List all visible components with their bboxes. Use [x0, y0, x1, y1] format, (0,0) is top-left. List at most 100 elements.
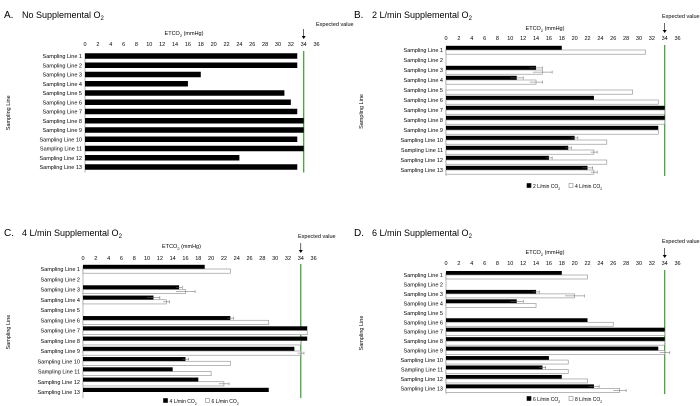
- category-label: Sampling Line 9: [404, 349, 443, 355]
- x-tick-label: 30: [636, 261, 642, 267]
- expected-value-label: Expected value: [662, 14, 700, 20]
- bar: [85, 90, 285, 96]
- bar: [445, 159, 608, 165]
- category-label: Sampling Line 10: [37, 359, 80, 365]
- bar: [446, 105, 665, 110]
- bar: [446, 374, 562, 379]
- bar: [446, 155, 549, 160]
- bar: [83, 285, 180, 290]
- x-tick-label: 12: [157, 256, 163, 262]
- category-label: Sampling Line 11: [38, 370, 80, 376]
- bar: [82, 360, 231, 366]
- x-tick-label: 22: [223, 42, 229, 48]
- x-tick-label: 24: [234, 256, 240, 262]
- x-tick-label: 28: [259, 256, 265, 262]
- legend-swatch: [568, 396, 574, 401]
- category-label: Sampling Line 12: [400, 377, 443, 383]
- category-label: Sampling Line 7: [404, 108, 443, 114]
- category-label: Sampling Line 3: [404, 68, 443, 74]
- legend-label: 4 L/min CO2: [575, 184, 602, 191]
- x-tick-label: 6: [483, 261, 486, 267]
- x-tick-label: 2: [96, 42, 99, 48]
- category-label: Sampling Line 11: [401, 368, 443, 374]
- legend-swatch: [205, 398, 210, 403]
- expected-arrow-head: [662, 255, 667, 258]
- category-label: Sampling Line 4: [43, 82, 82, 88]
- category-label: Sampling Line 3: [404, 292, 443, 298]
- category-label: Sampling Line 13: [400, 386, 443, 392]
- bar: [83, 387, 269, 392]
- x-tick-label: 10: [146, 42, 152, 48]
- x-tick-label: 20: [572, 261, 578, 267]
- x-tick-label: 18: [559, 261, 565, 267]
- panel-title: 6 L/min Supplemental O2: [372, 228, 473, 240]
- x-tick-label: 20: [211, 42, 217, 48]
- x-tick-label: 26: [249, 42, 255, 48]
- bar: [83, 367, 173, 372]
- panel-title: No Supplemental O2: [22, 10, 105, 22]
- x-tick-label: 18: [559, 36, 565, 42]
- bar: [445, 69, 543, 75]
- x-tick-label: 20: [572, 36, 578, 42]
- x-tick-label: 4: [107, 256, 110, 262]
- bar: [445, 149, 595, 155]
- x-tick-label: 2: [457, 36, 460, 42]
- bar: [446, 346, 659, 351]
- panel-title: 2 L/min Supplemental O2: [372, 10, 473, 22]
- x-tick-label: 26: [610, 261, 616, 267]
- category-label: Sampling Line 2: [41, 277, 80, 283]
- legend-label: 6 L/min CO2: [533, 397, 560, 404]
- legend-label: 6 L/min CO2: [212, 399, 239, 406]
- x-tick-label: 16: [185, 42, 191, 48]
- category-label: Sampling Line 12: [39, 156, 82, 162]
- bar: [446, 165, 588, 170]
- bar: [83, 264, 205, 269]
- bar: [445, 350, 666, 355]
- bar: [446, 115, 665, 120]
- bar: [445, 388, 620, 393]
- x-tick-label: 30: [275, 42, 281, 48]
- category-label: Sampling Line 8: [404, 118, 443, 124]
- x-tick-label: 16: [182, 256, 188, 262]
- bar: [445, 321, 614, 327]
- bar: [82, 299, 167, 305]
- bar: [82, 330, 308, 335]
- category-label: Sampling Line 3: [41, 288, 80, 294]
- bar: [446, 135, 575, 140]
- category-label: Sampling Line 6: [404, 320, 443, 326]
- x-tick-label: 34: [662, 36, 668, 42]
- x-tick-label: 4: [470, 261, 473, 267]
- bar: [446, 75, 517, 80]
- category-label: Sampling Line 11: [401, 148, 443, 154]
- x-tick-label: 36: [311, 256, 317, 262]
- bar: [445, 303, 537, 308]
- category-label: Sampling Line 9: [41, 349, 80, 355]
- panel-title: 4 L/min Supplemental O2: [22, 228, 123, 240]
- category-label: Sampling Line 7: [41, 329, 80, 335]
- category-label: Sampling Line 10: [400, 138, 443, 144]
- category-label: Sampling Line 4: [404, 78, 443, 84]
- category-label: Sampling Line 5: [404, 88, 443, 94]
- bar: [82, 350, 302, 356]
- x-tick-label: 8: [135, 42, 138, 48]
- bar: [445, 169, 595, 175]
- legend-swatch: [526, 183, 532, 188]
- y-axis-title: Sampling Line: [359, 94, 365, 129]
- bar: [83, 357, 186, 362]
- category-label: Sampling Line 13: [37, 390, 80, 396]
- category-label: Sampling Line 4: [404, 301, 443, 307]
- category-label: Sampling Line 11: [40, 147, 82, 153]
- bar: [445, 79, 537, 85]
- x-tick-label: 0: [81, 256, 84, 262]
- x-tick-label: 34: [298, 256, 304, 262]
- category-label: Sampling Line 8: [43, 119, 82, 125]
- bar: [445, 274, 588, 280]
- x-tick-label: 4: [109, 42, 112, 48]
- x-tick-label: 12: [159, 42, 165, 48]
- x-tick-label: 4: [470, 36, 473, 42]
- bar: [446, 299, 517, 304]
- x-tick-label: 2: [94, 256, 97, 262]
- bar: [83, 346, 295, 351]
- category-label: Sampling Line 1: [41, 267, 80, 273]
